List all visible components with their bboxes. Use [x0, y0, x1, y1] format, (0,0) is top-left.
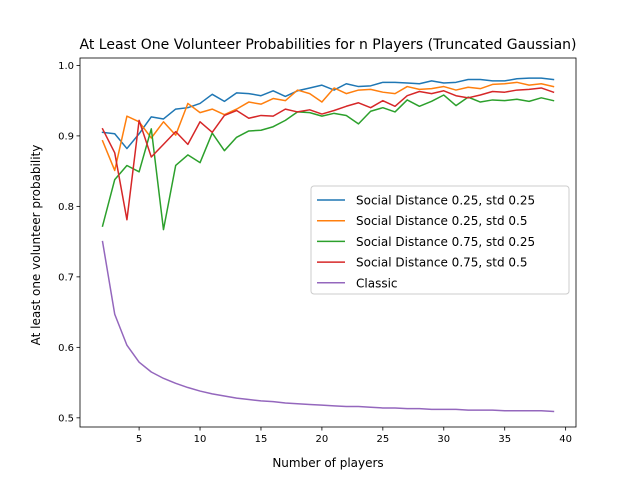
y-tick-label: 0.8	[58, 202, 74, 213]
series-line-5	[101, 240, 555, 413]
y-tick-label: 1.0	[58, 61, 74, 72]
x-tick-label: 40	[559, 434, 572, 445]
x-tick-label: 20	[316, 434, 329, 445]
legend: Social Distance 0.25, std 0.25 Social Dis…	[310, 185, 570, 295]
series-line-1	[101, 77, 555, 150]
y-tick-label: 0.5	[58, 413, 74, 424]
x-tick-label: 25	[376, 434, 389, 445]
y-axis-label: At least one volunteer probability	[29, 145, 43, 346]
series-lines	[101, 77, 555, 413]
series-line-3	[101, 94, 555, 231]
axes-frame	[79, 57, 577, 428]
legend-box	[310, 185, 570, 295]
x-tick-label: 15	[255, 434, 268, 445]
series-line-4	[101, 87, 555, 221]
x-tick-label: 35	[498, 434, 511, 445]
x-tick-label: 5	[136, 434, 142, 445]
legend-label-1: Social Distance 0.25, std 0.25	[356, 194, 535, 208]
y-tick-label: 0.9	[58, 131, 74, 142]
y-tick-label: 0.7	[58, 272, 74, 283]
y-tick-label: 0.6	[58, 343, 74, 354]
x-tick-label: 30	[437, 434, 450, 445]
chart-title: At Least One Volunteer Probabilities for…	[80, 37, 577, 53]
series-line-2	[101, 81, 555, 172]
legend-label-5: Classic	[356, 276, 398, 290]
legend-label-2: Social Distance 0.25, std 0.5	[356, 214, 528, 228]
legend-label-4: Social Distance 0.75, std 0.5	[356, 256, 528, 270]
x-axis-label: Number of players	[272, 456, 383, 470]
legend-label-3: Social Distance 0.75, std 0.25	[356, 235, 535, 249]
plot-area: 5 10 15 20 25 30 35 40 0.5 0.6 0.7 0.8 0.9 1.0	[58, 57, 577, 445]
x-tick-label: 10	[194, 434, 207, 445]
